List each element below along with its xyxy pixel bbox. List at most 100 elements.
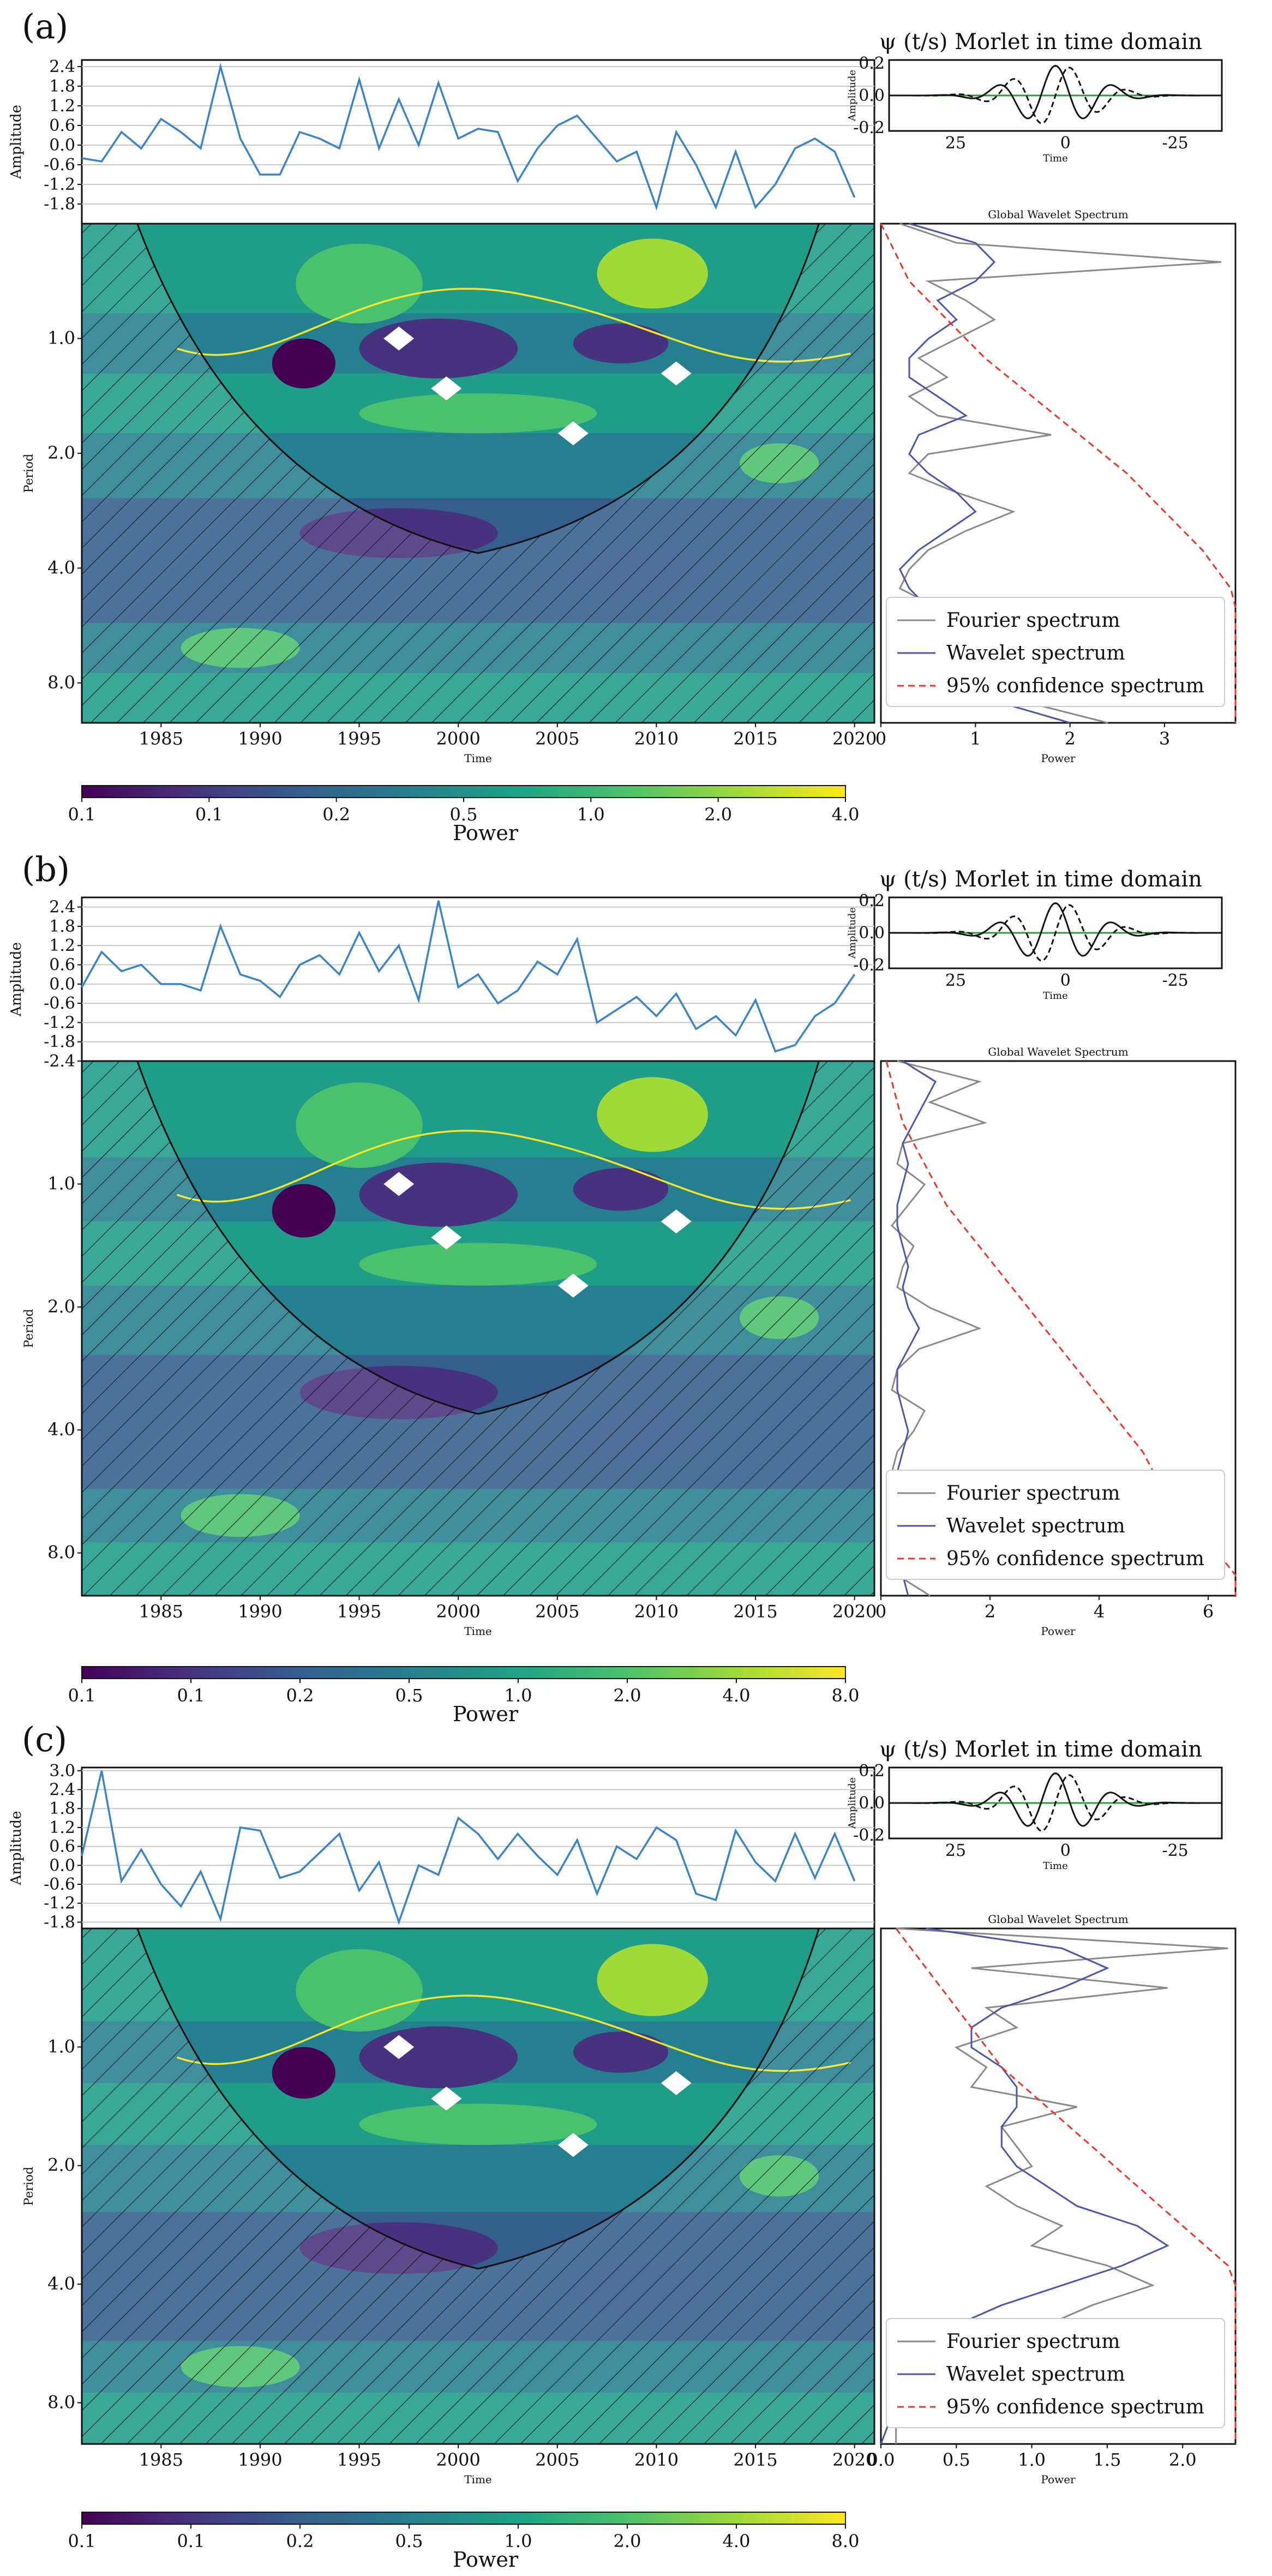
cone-of-influence-line xyxy=(136,1928,820,2270)
colorbar: 0.1 0.1 0.2 0.5 1.0 2.0 4.0 Power xyxy=(68,785,860,845)
colorbar-tick-label: 2.0 xyxy=(614,2531,641,2551)
colorbar-gradient xyxy=(81,2512,846,2525)
power-tick-label: 0 xyxy=(875,1601,886,1622)
morlet-ytick-label: 0.0 xyxy=(859,86,885,105)
wavelet-power-peak xyxy=(661,1209,692,1233)
morlet-imag-part xyxy=(889,1774,1222,1832)
amplitude-tick-label: 0.0 xyxy=(49,136,75,155)
colorbar-tick-label: 0.5 xyxy=(395,1685,423,1706)
period-tick-label: 4.0 xyxy=(47,557,75,578)
wavelet-power-peak xyxy=(431,1225,462,1250)
morlet-ytick-label: 0.0 xyxy=(859,1794,885,1813)
colorbar-tick-label: 8.0 xyxy=(832,2531,860,2551)
morlet-ytick-label: 0.2 xyxy=(859,891,885,910)
morlet-xtick-label: 0 xyxy=(1060,134,1071,153)
wavelet-power-region xyxy=(573,2032,669,2073)
legend-label: Fourier spectrum xyxy=(946,1482,1120,1505)
morlet-ytick-label: 0.0 xyxy=(859,924,885,943)
period-tick-label: 1.0 xyxy=(47,327,75,348)
wavelet-power-region xyxy=(272,338,335,388)
legend-label: Wavelet spectrum xyxy=(946,642,1125,664)
time-tick-label: 2015 xyxy=(733,728,777,749)
colorbar-tick-label: 1.0 xyxy=(505,2531,532,2551)
wavelet-frame xyxy=(81,1060,875,1597)
time-tick-label: 1985 xyxy=(139,728,183,749)
time-tick-label: 1990 xyxy=(238,728,282,749)
wavelet-power-region xyxy=(359,1243,597,1286)
colorbar-tick-label: 0.2 xyxy=(322,804,350,825)
amplitude-axis-label: Amplitude xyxy=(8,942,25,1017)
significance-contour xyxy=(176,287,851,363)
panel-c: (c)3.02.41.81.20.60.0-0.6-1.2-1.8Amplitu… xyxy=(8,1720,1237,2572)
time-tick-label: 2015 xyxy=(733,2449,777,2470)
time-tick-label: 2005 xyxy=(535,2449,579,2470)
wavelet-power-peak xyxy=(557,2132,589,2157)
wavelet-power-plot xyxy=(82,1928,874,2444)
colorbar-tick-label: 0.1 xyxy=(68,804,96,825)
legend-label: 95% confidence spectrum xyxy=(946,1548,1204,1570)
legend-label: 95% confidence spectrum xyxy=(946,2396,1204,2418)
amplitude-frame xyxy=(81,896,875,1062)
colorbar-tick-label: 4.0 xyxy=(832,804,860,825)
power-tick-label: 1.0 xyxy=(1018,2449,1046,2470)
colorbar-tick-label: 0.1 xyxy=(195,804,223,825)
time-tick-label: 2020 xyxy=(832,2449,877,2470)
period-tick-label: 4.0 xyxy=(47,2273,75,2294)
morlet-ytick-label: 0.2 xyxy=(859,54,885,73)
colorbar-tick-label: 0.1 xyxy=(68,1685,96,1706)
wavelet-power-peak xyxy=(383,326,415,351)
amplitude-tick-label: -0.6 xyxy=(44,155,75,175)
panel-b: (b)2.41.81.20.60.0-0.6-1.2-1.8-2.4Amplit… xyxy=(8,849,1237,1726)
power-tick-label: 3 xyxy=(1159,728,1170,749)
wavelet-power-region xyxy=(272,2047,335,2099)
colorbar-label: Power xyxy=(453,821,519,845)
time-tick-label: 2010 xyxy=(634,728,679,749)
morlet-title: ψ (t/s) Morlet in time domain xyxy=(879,1737,1202,1762)
morlet-xtick-label: -25 xyxy=(1162,1841,1188,1860)
amplitude-tick-label: 1.8 xyxy=(49,1799,75,1818)
wavelet-power-plot xyxy=(82,224,874,723)
morlet-ylabel: Amplitude xyxy=(847,70,858,122)
amplitude-tick-label: -0.6 xyxy=(44,1875,75,1894)
morlet-xlabel: Time xyxy=(1043,1860,1067,1872)
cone-of-influence-hatch xyxy=(82,1061,874,1596)
period-tick-label: 2.0 xyxy=(47,2155,75,2176)
amplitude-frame xyxy=(81,59,875,225)
wavelet-power-peak xyxy=(383,2035,415,2059)
period-axis-label: Period xyxy=(22,1309,36,1348)
amplitude-tick-label: 1.8 xyxy=(49,917,75,936)
morlet-ylabel: Amplitude xyxy=(847,1777,858,1829)
wavelet-power-peak xyxy=(661,361,692,386)
time-tick-label: 1990 xyxy=(238,1601,282,1622)
period-tick-label: 1.0 xyxy=(47,1173,75,1194)
time-tick-label: 1985 xyxy=(139,2449,183,2470)
confidence-spectrum-line xyxy=(880,223,1237,723)
panel-label: (c) xyxy=(22,1720,67,1759)
legend-box xyxy=(886,2318,1225,2428)
period-tick-label: 8.0 xyxy=(47,1542,75,1563)
amplitude-axis-label: Amplitude xyxy=(8,105,25,179)
morlet-title: ψ (t/s) Morlet in time domain xyxy=(879,867,1202,892)
time-tick-label: 2010 xyxy=(634,2449,679,2470)
legend-label: Fourier spectrum xyxy=(946,2331,1120,2353)
morlet-imag-part xyxy=(889,67,1222,124)
cone-of-influence-hatch xyxy=(82,224,874,723)
legend-label: Wavelet spectrum xyxy=(946,1515,1125,1537)
time-tick-label: 2000 xyxy=(436,728,480,749)
morlet-xtick-label: 0 xyxy=(1060,1841,1071,1860)
period-axis-label: Period xyxy=(22,2167,36,2206)
period-tick-label: 2.0 xyxy=(47,442,75,463)
period-tick-label: 4.0 xyxy=(47,1419,75,1440)
wavelet-power-plot xyxy=(82,1061,874,1596)
time-tick-label: 1995 xyxy=(337,2449,381,2470)
wavelet-power-band xyxy=(82,1061,874,1158)
morlet-xlabel: Time xyxy=(1043,990,1067,1002)
colorbar-gradient xyxy=(81,1666,846,1679)
amplitude-plot: 2.41.81.20.60.0-0.6-1.2-1.8 Amplitude xyxy=(8,57,875,225)
amplitude-plot: 2.41.81.20.60.0-0.6-1.2-1.8-2.4 Amplitude xyxy=(8,896,875,1071)
confidence-spectrum-line xyxy=(895,1928,1237,2444)
time-tick-label: 2000 xyxy=(436,2449,480,2470)
significance-contour xyxy=(176,1994,851,2072)
morlet-title: ψ (t/s) Morlet in time domain xyxy=(879,29,1202,55)
